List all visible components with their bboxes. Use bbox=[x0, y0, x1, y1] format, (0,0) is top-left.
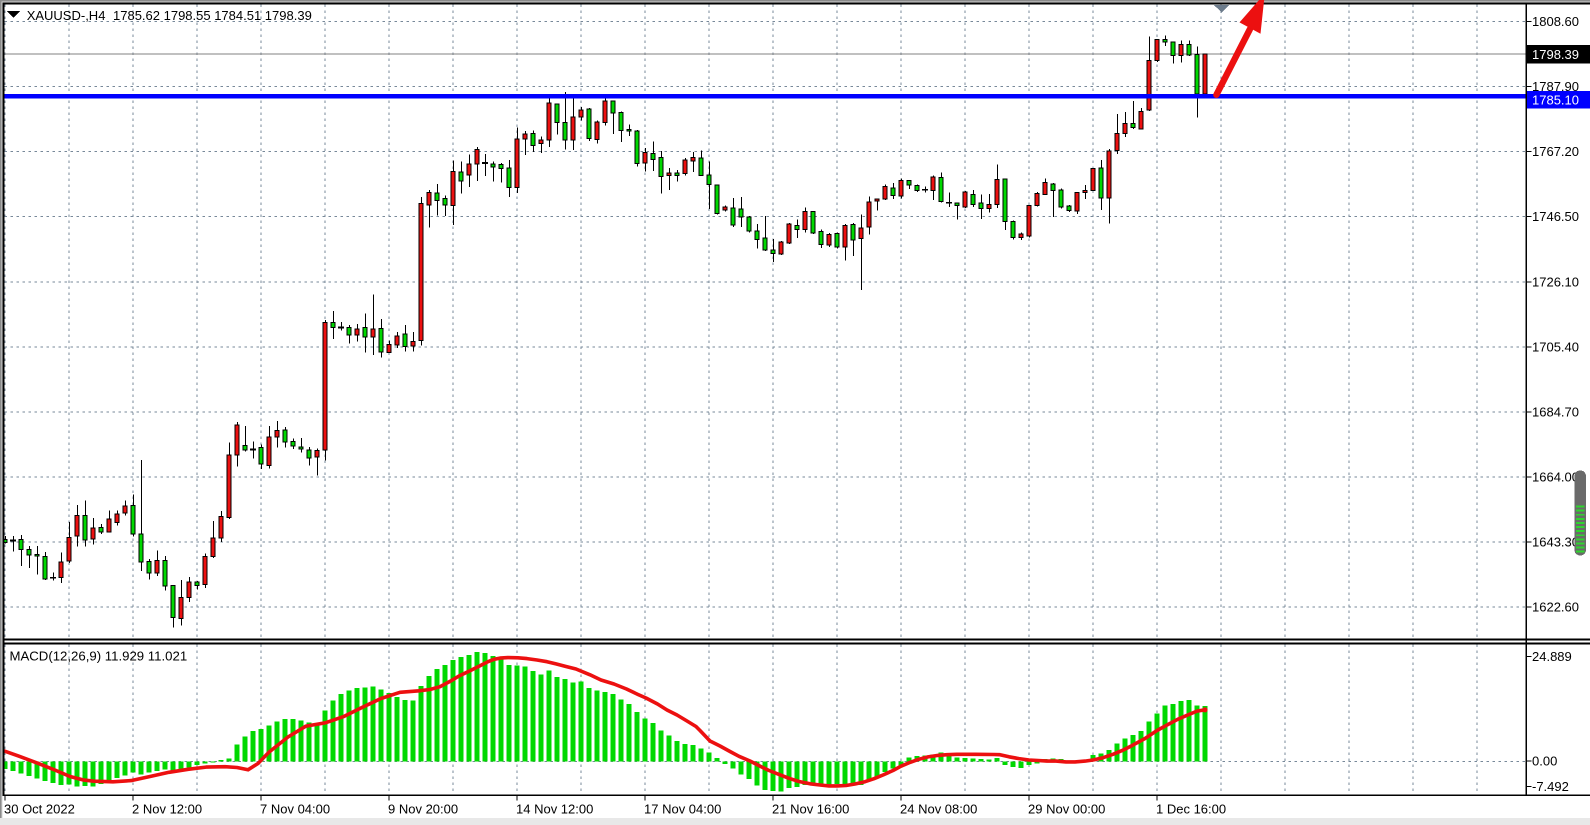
svg-text:1808.60: 1808.60 bbox=[1532, 14, 1579, 29]
svg-text:14 Nov 12:00: 14 Nov 12:00 bbox=[516, 802, 593, 817]
svg-text:XAUUSD-,H4: XAUUSD-,H4 bbox=[27, 8, 106, 23]
svg-text:7 Nov 04:00: 7 Nov 04:00 bbox=[260, 802, 330, 817]
svg-text:29 Nov 00:00: 29 Nov 00:00 bbox=[1028, 802, 1105, 817]
svg-text:1643.30: 1643.30 bbox=[1532, 535, 1579, 550]
svg-text:17 Nov 04:00: 17 Nov 04:00 bbox=[644, 802, 721, 817]
svg-text:1726.10: 1726.10 bbox=[1532, 274, 1579, 289]
svg-text:1785.10: 1785.10 bbox=[1532, 93, 1579, 108]
svg-text:1 Dec 16:00: 1 Dec 16:00 bbox=[1156, 802, 1226, 817]
svg-text:30 Oct 2022: 30 Oct 2022 bbox=[4, 802, 75, 817]
svg-text:1746.50: 1746.50 bbox=[1532, 209, 1579, 224]
svg-text:1705.40: 1705.40 bbox=[1532, 339, 1579, 354]
svg-text:1798.39: 1798.39 bbox=[1532, 47, 1579, 62]
svg-text:MACD(12,26,9) 11.929 11.021: MACD(12,26,9) 11.929 11.021 bbox=[10, 649, 188, 664]
svg-text:1664.00: 1664.00 bbox=[1532, 469, 1579, 484]
svg-text:1767.20: 1767.20 bbox=[1532, 144, 1579, 159]
svg-text:1622.60: 1622.60 bbox=[1532, 600, 1579, 615]
svg-text:-7.492: -7.492 bbox=[1532, 779, 1569, 794]
svg-text:21 Nov 16:00: 21 Nov 16:00 bbox=[772, 802, 849, 817]
svg-text:1684.70: 1684.70 bbox=[1532, 404, 1579, 419]
svg-text:2 Nov 12:00: 2 Nov 12:00 bbox=[132, 802, 202, 817]
svg-text:1787.90: 1787.90 bbox=[1532, 79, 1579, 94]
svg-text:24.889: 24.889 bbox=[1532, 649, 1572, 664]
svg-text:0.00: 0.00 bbox=[1532, 753, 1557, 768]
svg-text:1785.62 1798.55 1784.51 1798.3: 1785.62 1798.55 1784.51 1798.39 bbox=[113, 8, 312, 23]
svg-text:9 Nov 20:00: 9 Nov 20:00 bbox=[388, 802, 458, 817]
svg-text:24 Nov 08:00: 24 Nov 08:00 bbox=[900, 802, 977, 817]
